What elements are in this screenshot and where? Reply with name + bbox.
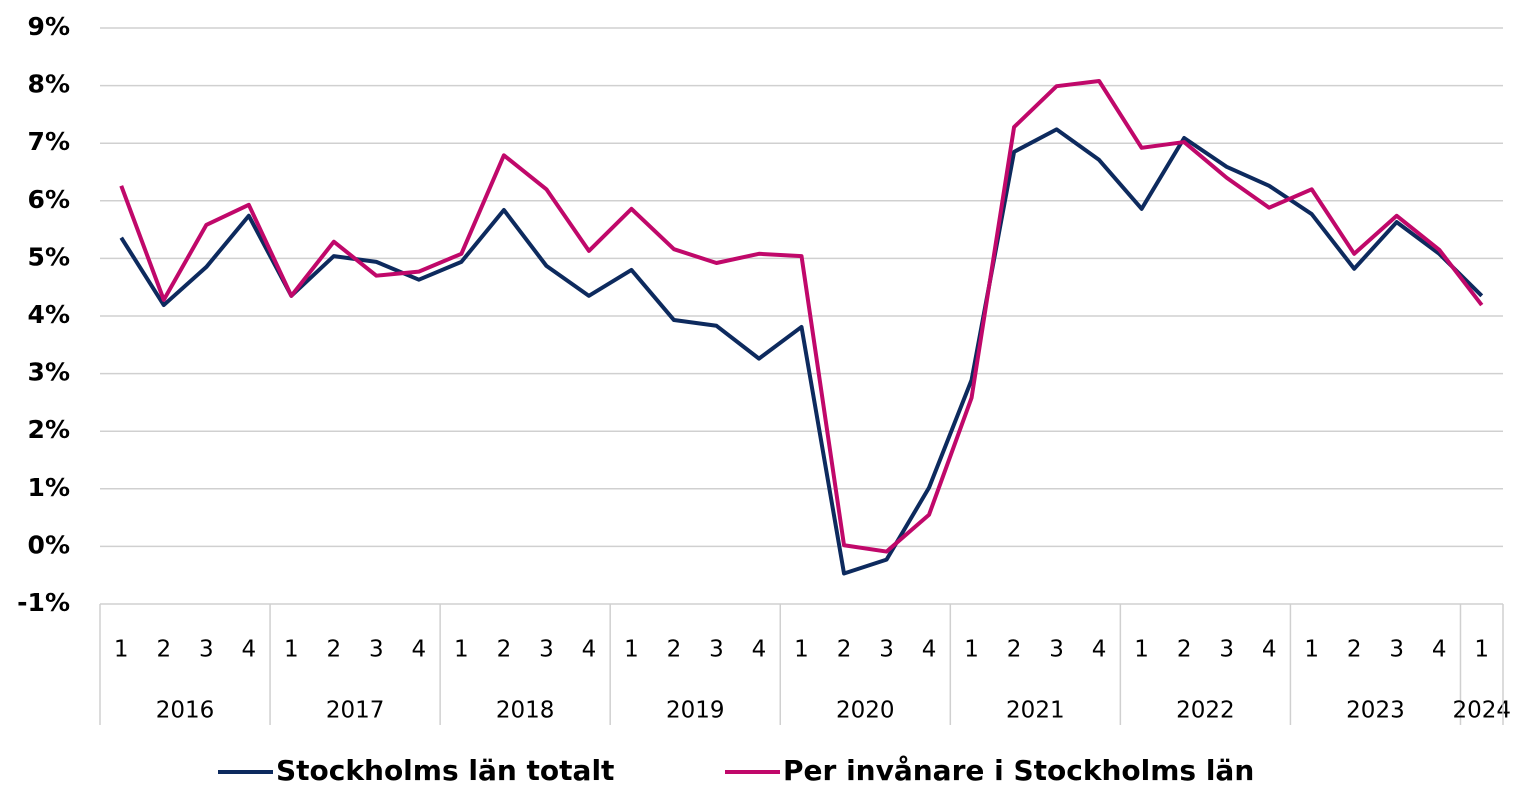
- x-tick-label: 4: [1432, 637, 1447, 663]
- x-tick-label: 4: [412, 637, 427, 663]
- year-label: 2017: [326, 698, 385, 724]
- year-label: 2018: [496, 698, 555, 724]
- year-label: 2024: [1452, 698, 1511, 724]
- x-tick-label: 2: [327, 637, 342, 663]
- x-tick-label: 4: [241, 637, 256, 663]
- x-tick-label: 2: [837, 637, 852, 663]
- x-tick-label: 1: [1474, 637, 1489, 663]
- x-tick-label: 2: [1347, 637, 1362, 663]
- year-label: 2020: [836, 698, 895, 724]
- y-tick-label: 1%: [28, 473, 70, 502]
- x-tick-label: 3: [1049, 637, 1064, 663]
- x-tick-label: 3: [709, 637, 724, 663]
- y-tick-label: -1%: [17, 588, 70, 617]
- y-tick-label: 5%: [28, 242, 70, 271]
- x-tick-label: 4: [1262, 637, 1277, 663]
- y-tick-label: 0%: [28, 530, 70, 559]
- x-tick-label: 1: [964, 637, 979, 663]
- year-label: 2016: [156, 698, 215, 724]
- year-label: 2021: [1006, 698, 1065, 724]
- y-tick-label: 6%: [28, 185, 70, 214]
- x-tick-label: 1: [794, 637, 809, 663]
- x-tick-label: 3: [1219, 637, 1234, 663]
- x-tick-label: 2: [667, 637, 682, 663]
- x-tick-label: 3: [879, 637, 894, 663]
- x-tick-label: 1: [1304, 637, 1319, 663]
- x-tick-label: 4: [582, 637, 597, 663]
- line-series: [119, 78, 1484, 554]
- x-tick-label: 4: [752, 637, 767, 663]
- year-label: 2023: [1346, 698, 1405, 724]
- y-tick-label: 8%: [28, 70, 70, 99]
- x-tick-label: 3: [1389, 637, 1404, 663]
- y-tick-label: 7%: [28, 127, 70, 156]
- x-tick-label: 2: [1177, 637, 1192, 663]
- year-label: 2022: [1176, 698, 1235, 724]
- x-tick-label: 1: [624, 637, 639, 663]
- y-tick-label: 4%: [28, 300, 70, 329]
- y-tick-label: 2%: [28, 415, 70, 444]
- year-label: 2019: [666, 698, 725, 724]
- x-tick-label: 3: [199, 637, 214, 663]
- x-tick-label: 4: [922, 637, 937, 663]
- x-tick-label: 1: [454, 637, 469, 663]
- y-tick-label: 9%: [28, 12, 70, 41]
- y-tick-label: 3%: [28, 358, 70, 387]
- x-tick-label: 4: [1092, 637, 1107, 663]
- x-tick-label: 3: [369, 637, 384, 663]
- x-tick-label: 3: [539, 637, 554, 663]
- x-tick-label: 1: [1134, 637, 1149, 663]
- x-tick-label: 2: [156, 637, 171, 663]
- x-tick-label: 2: [1007, 637, 1022, 663]
- legend-label: Stockholms län totalt: [276, 754, 614, 786]
- x-tick-label: 1: [284, 637, 299, 663]
- x-tick-label: 1: [114, 637, 129, 663]
- x-tick-label: 2: [497, 637, 512, 663]
- legend-label: Per invånare i Stockholms län: [783, 754, 1254, 786]
- line-series: [119, 127, 1484, 576]
